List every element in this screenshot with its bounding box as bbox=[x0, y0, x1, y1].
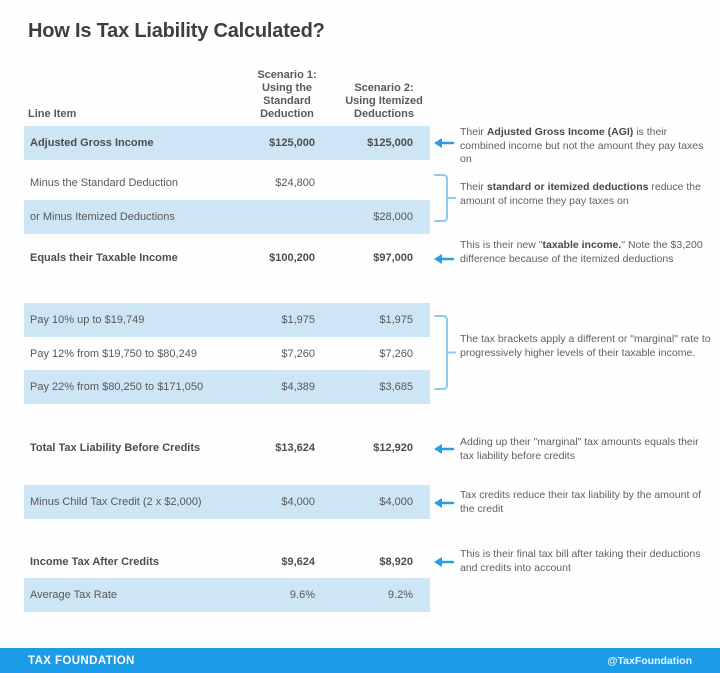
table-row: Pay 22% from $80,250 to $171,050 $4,389 $3… bbox=[24, 370, 430, 404]
scenario2-column-header: Scenario 2: Using Itemized Deductions bbox=[345, 82, 423, 120]
left-arrow-icon bbox=[432, 136, 455, 154]
twitter-handle-link[interactable]: @TaxFoundation bbox=[607, 654, 692, 667]
annotation-text: This is their new "taxable income." Note… bbox=[460, 239, 703, 265]
scenario2-value: $3,685 bbox=[379, 381, 413, 393]
table-row: Adjusted Gross Income $125,000 $125,000 bbox=[24, 126, 430, 160]
row-label: Pay 10% up to $19,749 bbox=[30, 314, 145, 326]
scenario1-value: $9,624 bbox=[281, 556, 315, 568]
scenario2-value: $125,000 bbox=[367, 137, 413, 149]
group-bracket-icon bbox=[434, 174, 456, 227]
scenario1-value: $4,000 bbox=[281, 496, 315, 508]
row-label: Total Tax Liability Before Credits bbox=[30, 442, 201, 454]
tax-table: Adjusted Gross Income $125,000 $125,000 Min… bbox=[24, 0, 430, 673]
annotation-text: Their Adjusted Gross Income (AGI) is the… bbox=[460, 126, 704, 165]
table-row: Minus the Standard Deduction $24,800 bbox=[24, 166, 430, 200]
row-label: or Minus Itemized Deductions bbox=[30, 211, 175, 223]
row-label: Minus the Standard Deduction bbox=[30, 177, 178, 189]
row-label: Adjusted Gross Income bbox=[30, 137, 154, 149]
annotation-text: The tax brackets apply a different or "m… bbox=[460, 333, 711, 359]
table-row: Equals their Taxable Income $100,200 $97,0… bbox=[24, 241, 430, 275]
annotation-text: Adding up their "marginal" tax amounts e… bbox=[460, 436, 699, 462]
scenario2-value: 9.2% bbox=[387, 589, 413, 601]
row-label: Minus Child Tax Credit (2 x $2,000) bbox=[30, 496, 202, 508]
scenario1-column-header: Scenario 1: Using the Standard Deduction bbox=[257, 69, 317, 120]
annotation-text: Tax credits reduce their tax liability b… bbox=[460, 489, 702, 515]
scenario1-value: $1,975 bbox=[281, 314, 315, 326]
brand-label: TAX FOUNDATION bbox=[28, 654, 135, 667]
row-label: Average Tax Rate bbox=[30, 589, 118, 601]
table-row: Income Tax After Credits $9,624 $8,920 bbox=[24, 545, 430, 579]
page-title: How Is Tax Liability Calculated? bbox=[28, 20, 325, 42]
scenario1-value: 9.6% bbox=[289, 589, 315, 601]
scenario2-value: $12,920 bbox=[373, 442, 413, 454]
scenario2-value: $28,000 bbox=[373, 211, 413, 223]
scenario1-value: $100,200 bbox=[269, 252, 315, 264]
footer-bar: TAX FOUNDATION @TaxFoundation bbox=[0, 648, 720, 673]
scenario1-value: $13,624 bbox=[275, 442, 315, 454]
line-item-column-header: Line Item bbox=[28, 108, 77, 120]
table-row: Total Tax Liability Before Credits $13,62… bbox=[24, 431, 430, 465]
scenario2-value: $8,920 bbox=[379, 556, 413, 568]
scenario2-value: $97,000 bbox=[373, 252, 413, 264]
table-row: Average Tax Rate 9.6% 9.2% bbox=[24, 578, 430, 612]
left-arrow-icon bbox=[432, 442, 455, 460]
annotation-text: This is their final tax bill after takin… bbox=[460, 548, 701, 574]
scenario1-value: $7,260 bbox=[281, 348, 315, 360]
row-label: Pay 22% from $80,250 to $171,050 bbox=[30, 381, 204, 393]
scenario1-value: $24,800 bbox=[275, 177, 315, 189]
scenario1-value: $125,000 bbox=[269, 137, 315, 149]
scenario2-value: $1,975 bbox=[379, 314, 413, 326]
table-row: Pay 10% up to $19,749 $1,975 $1,975 bbox=[24, 303, 430, 337]
table-row: Minus Child Tax Credit (2 x $2,000) $4,00… bbox=[24, 485, 430, 519]
row-label: Pay 12% from $19,750 to $80,249 bbox=[30, 348, 197, 360]
annotation-text: Their standard or itemized deductions re… bbox=[460, 181, 701, 207]
left-arrow-icon bbox=[432, 496, 455, 514]
row-label: Equals their Taxable Income bbox=[30, 252, 178, 264]
group-bracket-icon bbox=[434, 315, 456, 395]
table-row: Pay 12% from $19,750 to $80,249 $7,260 $7,… bbox=[24, 337, 430, 371]
left-arrow-icon bbox=[432, 555, 455, 573]
table-row: or Minus Itemized Deductions $28,000 bbox=[24, 200, 430, 234]
scenario2-value: $4,000 bbox=[379, 496, 413, 508]
row-label: Income Tax After Credits bbox=[30, 556, 159, 568]
scenario1-value: $4,389 bbox=[281, 381, 315, 393]
left-arrow-icon bbox=[432, 252, 455, 270]
annotation-column: Their Adjusted Gross Income (AGI) is the… bbox=[430, 0, 720, 673]
scenario2-value: $7,260 bbox=[379, 348, 413, 360]
